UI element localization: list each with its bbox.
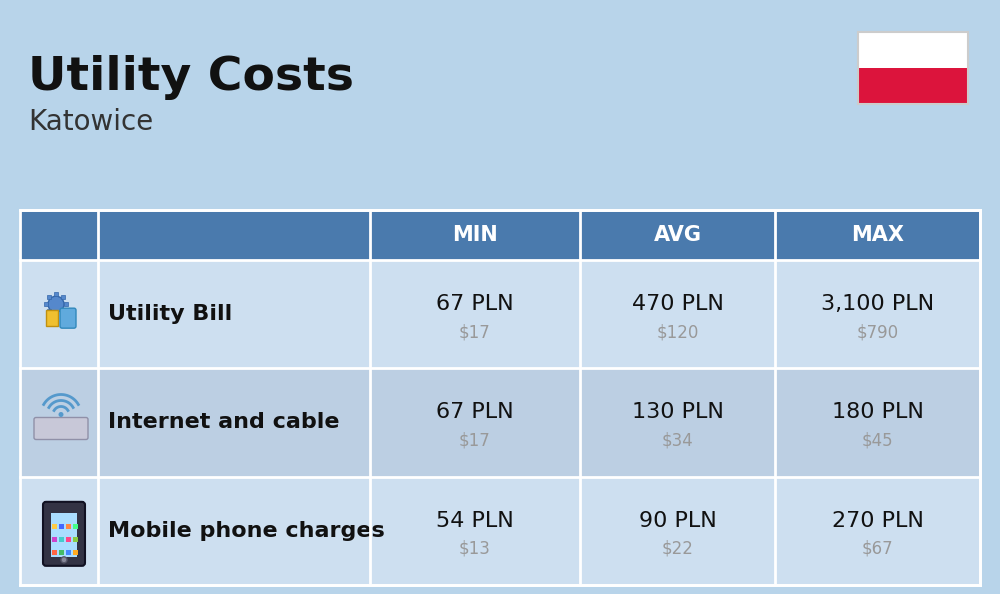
Bar [858,32,968,104]
Text: $17: $17 [459,431,491,450]
Bar [20,368,980,476]
Bar [20,210,980,585]
Text: 470 PLN: 470 PLN [632,294,723,314]
Bar [20,260,980,368]
Text: $67: $67 [862,540,893,558]
Text: 3,100 PLN: 3,100 PLN [821,294,934,314]
Text: 67 PLN: 67 PLN [436,294,514,314]
Bar [66,524,71,529]
Bar [61,295,65,299]
Bar [59,524,64,529]
Bar [47,309,51,313]
Text: Utility Costs: Utility Costs [28,55,354,100]
Text: $22: $22 [662,540,693,558]
Bar [64,302,68,306]
Text: $120: $120 [656,323,699,341]
Text: $790: $790 [856,323,899,341]
Bar [54,292,58,296]
Bar [20,210,980,260]
Text: Katowice: Katowice [28,108,153,136]
Circle shape [48,296,64,312]
Text: 67 PLN: 67 PLN [436,403,514,422]
Text: $13: $13 [459,540,491,558]
Bar [20,476,980,585]
FancyBboxPatch shape [34,418,88,440]
Bar [44,302,48,306]
Bar [52,550,57,555]
Bar [73,537,78,542]
Bar [52,537,57,542]
Bar [51,513,77,557]
Text: 54 PLN: 54 PLN [436,511,514,531]
Text: $17: $17 [459,323,491,341]
FancyBboxPatch shape [60,308,76,328]
Bar [46,310,58,326]
Bar [59,550,64,555]
Bar [47,295,51,299]
Text: 130 PLN: 130 PLN [632,403,723,422]
Text: Mobile phone charges: Mobile phone charges [108,521,385,541]
Bar [73,524,78,529]
Text: MAX: MAX [851,225,904,245]
Bar [66,550,71,555]
Text: 270 PLN: 270 PLN [832,511,923,531]
Bar [66,537,71,542]
Circle shape [61,557,67,563]
Text: MIN: MIN [452,225,498,245]
Bar [61,309,65,313]
Text: Internet and cable: Internet and cable [108,412,340,432]
Bar [52,524,57,529]
Text: $45: $45 [862,431,893,450]
Bar [858,32,968,68]
Bar [54,312,58,316]
Text: 180 PLN: 180 PLN [832,403,923,422]
Bar [858,68,968,104]
Text: Utility Bill: Utility Bill [108,304,232,324]
FancyBboxPatch shape [43,502,85,566]
Text: 90 PLN: 90 PLN [639,511,716,531]
Bar [59,537,64,542]
Bar [73,550,78,555]
Text: AVG: AVG [654,225,702,245]
Circle shape [58,412,64,417]
Text: $34: $34 [662,431,693,450]
